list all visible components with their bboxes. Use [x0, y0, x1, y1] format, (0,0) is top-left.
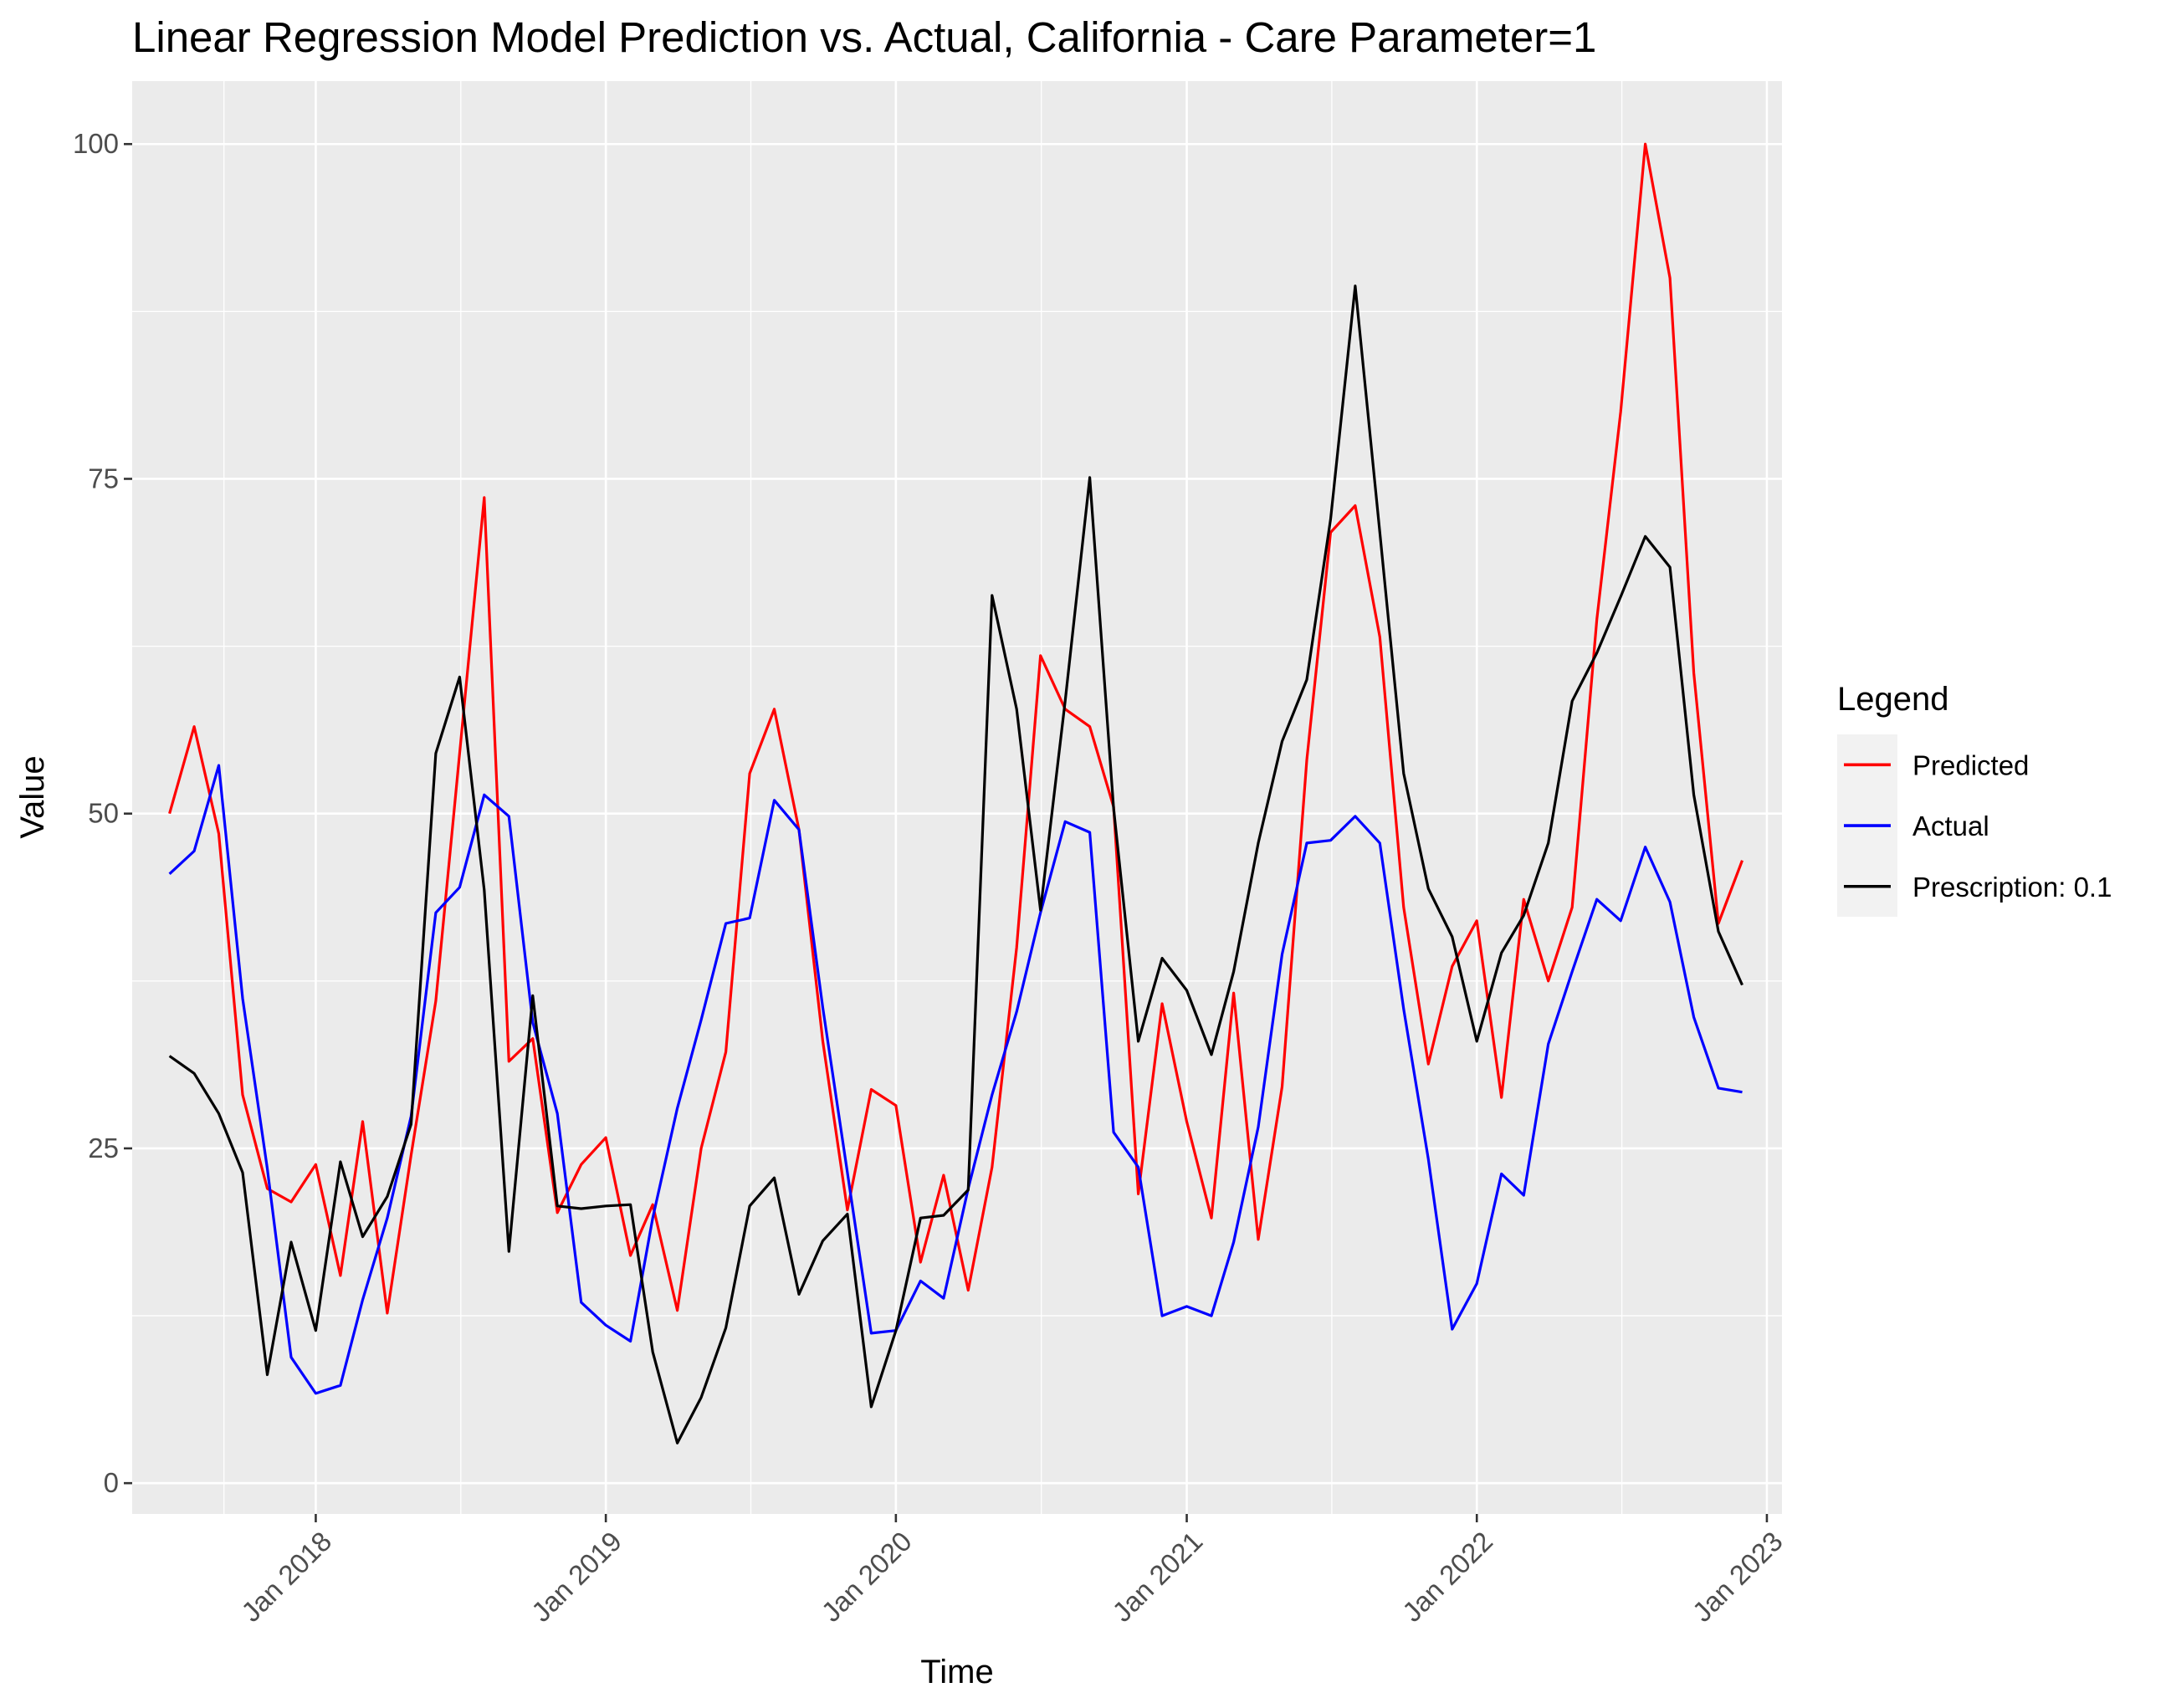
- y-axis-title: Value: [14, 755, 51, 838]
- y-tick-label: 75: [88, 463, 119, 493]
- y-tick-label: 100: [73, 128, 119, 159]
- legend-label-3: Prescription: 0.1: [1912, 872, 2112, 903]
- series-layer: [168, 142, 1743, 1445]
- plot-panel: [132, 81, 1782, 1514]
- y-tick-label: 25: [88, 1133, 119, 1163]
- series-line-3: [168, 284, 1743, 1445]
- series-line-1: [168, 142, 1743, 1315]
- grid-major: [132, 81, 1782, 1514]
- chart-title: Linear Regression Model Prediction vs. A…: [132, 13, 1596, 61]
- legend: Legend Predicted Actual Prescription: 0.1: [1837, 681, 2112, 917]
- x-axis-title: Time: [920, 1654, 993, 1690]
- legend-items: Predicted Actual Prescription: 0.1: [1844, 749, 2112, 903]
- grid-minor: [132, 81, 1782, 1514]
- legend-label-2: Actual: [1912, 811, 1989, 841]
- y-tick-label: 0: [104, 1467, 119, 1498]
- legend-title: Legend: [1837, 681, 1948, 718]
- legend-label-1: Predicted: [1912, 749, 2029, 780]
- series-line-2: [168, 764, 1743, 1395]
- y-tick-label: 50: [88, 798, 119, 829]
- y-axis: 0 25 50 75 100: [73, 128, 132, 1498]
